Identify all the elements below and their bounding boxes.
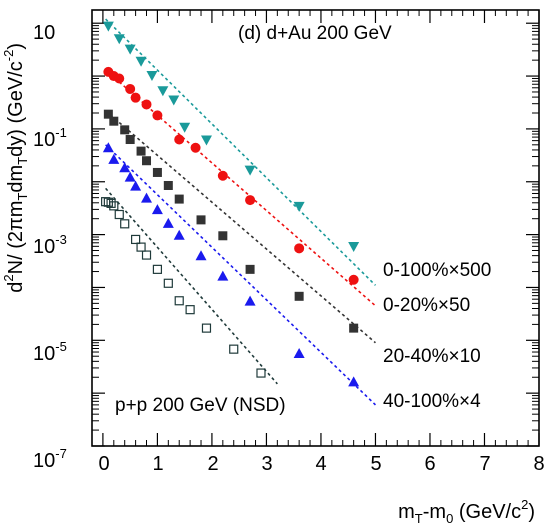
series-label-0-100: 0-100%×500 bbox=[383, 260, 491, 281]
data-point bbox=[190, 142, 201, 153]
data-point bbox=[151, 204, 163, 215]
x-tick-label: 7 bbox=[479, 453, 490, 475]
data-point bbox=[294, 243, 305, 254]
data-point bbox=[119, 162, 131, 173]
y-axis-title: d2N/ (2πmTdmTdy) (GeV/c-2) bbox=[1, 43, 30, 293]
data-point bbox=[108, 153, 120, 164]
data-point bbox=[229, 344, 239, 354]
data-point bbox=[162, 217, 174, 228]
plot-frame bbox=[91, 9, 540, 447]
panel-label: (d) d+Au 200 GeV bbox=[238, 23, 392, 44]
data-point bbox=[152, 264, 163, 274]
data-point bbox=[245, 195, 256, 206]
x-axis-title: mT-m0 (GeV/c2) bbox=[398, 497, 535, 526]
data-point bbox=[200, 135, 212, 146]
x-tick-label: 5 bbox=[370, 453, 381, 475]
data-point bbox=[179, 122, 191, 133]
y-tick-label: 10-7 bbox=[33, 446, 67, 472]
data-point bbox=[130, 180, 142, 191]
data-point bbox=[201, 323, 212, 333]
data-point bbox=[163, 180, 173, 190]
data-point bbox=[131, 234, 141, 245]
data-point bbox=[185, 305, 195, 315]
data-point bbox=[348, 274, 359, 285]
data-point bbox=[349, 323, 359, 333]
data-point bbox=[294, 291, 304, 301]
y-tick-label: 10-3 bbox=[33, 232, 67, 258]
data-point bbox=[348, 376, 360, 387]
data-point bbox=[348, 241, 360, 252]
x-tick-label: 4 bbox=[315, 453, 326, 475]
data-point bbox=[157, 86, 169, 97]
data-point bbox=[109, 116, 119, 126]
series-label-0-20: 0-20%×50 bbox=[383, 295, 470, 316]
data-point bbox=[174, 134, 185, 145]
data-point bbox=[124, 171, 136, 182]
data-point bbox=[136, 146, 146, 156]
data-point bbox=[130, 92, 141, 103]
data-point bbox=[196, 215, 206, 225]
fit-line bbox=[105, 110, 376, 344]
series-label-40-100: 40-100%×4 bbox=[383, 391, 481, 412]
data-point bbox=[244, 165, 256, 176]
data-point bbox=[174, 296, 184, 306]
data-point bbox=[103, 109, 113, 119]
data-point bbox=[102, 21, 114, 32]
data-point bbox=[163, 278, 173, 288]
data-point bbox=[113, 34, 125, 45]
data-point bbox=[195, 250, 207, 261]
data-point bbox=[114, 209, 124, 220]
plot-border bbox=[91, 9, 540, 447]
data-point bbox=[120, 125, 130, 135]
data-point bbox=[141, 250, 152, 260]
data-point bbox=[146, 70, 158, 81]
axis-ticks bbox=[92, 10, 540, 447]
fit-lines bbox=[105, 18, 377, 406]
data-point bbox=[106, 198, 116, 208]
data-point bbox=[293, 201, 305, 212]
data-point bbox=[217, 170, 228, 181]
x-tick-label: 0 bbox=[98, 453, 109, 475]
data-point bbox=[256, 368, 266, 378]
data-points bbox=[101, 21, 360, 387]
x-tick-label: 3 bbox=[261, 453, 272, 475]
data-point bbox=[293, 348, 305, 359]
x-tick-label: 1 bbox=[152, 453, 163, 475]
data-point bbox=[125, 83, 136, 94]
y-tick-label: 10-1 bbox=[33, 125, 67, 151]
series-label-20-40: 20-40%×10 bbox=[383, 346, 481, 367]
x-tick-label: 2 bbox=[207, 453, 218, 475]
data-point bbox=[125, 135, 135, 145]
data-point bbox=[136, 242, 146, 252]
pp-annotation: p+p 200 GeV (NSD) bbox=[115, 395, 286, 416]
data-point bbox=[109, 201, 119, 211]
data-point bbox=[141, 192, 153, 203]
data-point bbox=[152, 110, 163, 121]
data-point bbox=[102, 142, 114, 153]
fit-line bbox=[105, 144, 377, 406]
data-point bbox=[174, 194, 184, 204]
data-point bbox=[245, 264, 255, 274]
data-point bbox=[173, 229, 185, 240]
data-point bbox=[124, 44, 136, 55]
data-point bbox=[152, 167, 162, 177]
fit-line bbox=[105, 18, 377, 286]
data-point bbox=[114, 73, 125, 84]
x-tick-label: 6 bbox=[424, 453, 435, 475]
y-tick-label: 10-5 bbox=[33, 339, 67, 365]
data-point bbox=[244, 295, 256, 306]
x-tick-label: 8 bbox=[533, 453, 544, 475]
y-tick-labels: 10 10-1 10-3 10-5 10-7 bbox=[33, 22, 67, 472]
data-point bbox=[142, 156, 152, 166]
data-point bbox=[168, 95, 180, 106]
y-tick-label: 10 bbox=[33, 22, 55, 44]
data-point bbox=[135, 56, 147, 67]
data-point bbox=[217, 270, 229, 281]
fit-line bbox=[105, 187, 278, 385]
x-tick-labels: 0 1 2 3 4 5 6 7 8 bbox=[98, 453, 544, 475]
data-point bbox=[120, 219, 130, 229]
data-point bbox=[218, 231, 228, 241]
data-point bbox=[141, 99, 152, 110]
